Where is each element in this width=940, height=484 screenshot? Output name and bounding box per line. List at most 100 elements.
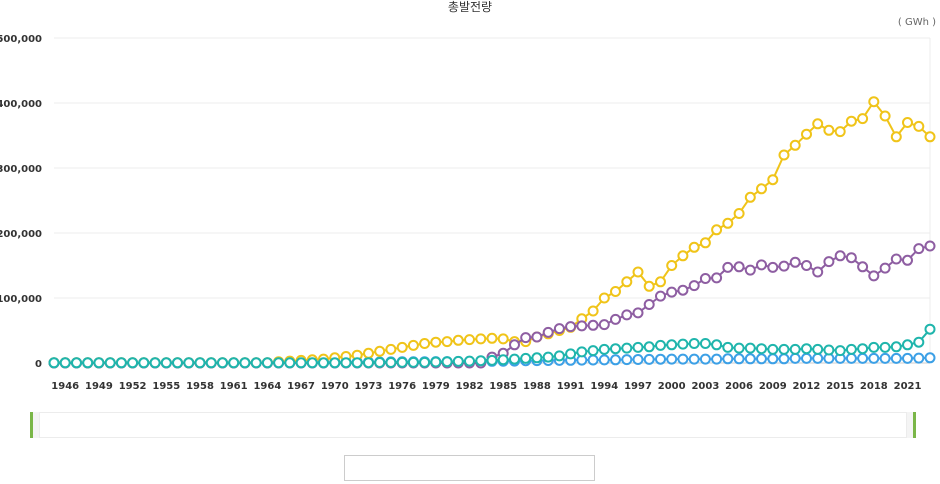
data-point[interactable]: [834, 126, 846, 138]
data-point[interactable]: [396, 356, 408, 368]
data-point[interactable]: [407, 356, 419, 368]
data-point[interactable]: [598, 354, 610, 366]
data-point[interactable]: [756, 183, 767, 195]
data-point[interactable]: [217, 357, 228, 369]
data-point[interactable]: [407, 339, 419, 351]
data-point[interactable]: [464, 355, 475, 367]
data-point[interactable]: [778, 149, 790, 161]
data-point[interactable]: [789, 343, 801, 355]
data-point[interactable]: [655, 290, 666, 302]
data-point[interactable]: [722, 353, 734, 365]
data-point[interactable]: [576, 320, 588, 332]
data-point[interactable]: [789, 139, 801, 151]
data-point[interactable]: [127, 357, 139, 369]
data-point[interactable]: [789, 352, 801, 364]
data-point[interactable]: [621, 342, 633, 354]
data-point[interactable]: [677, 284, 689, 296]
data-point[interactable]: [396, 341, 408, 353]
data-point[interactable]: [632, 341, 644, 353]
data-point[interactable]: [823, 344, 835, 356]
data-point[interactable]: [531, 352, 543, 364]
data-point[interactable]: [363, 347, 374, 359]
data-point[interactable]: [699, 353, 711, 365]
data-point[interactable]: [666, 260, 678, 271]
data-point[interactable]: [902, 339, 913, 351]
data-point[interactable]: [643, 341, 655, 353]
data-point[interactable]: [845, 115, 857, 127]
data-point[interactable]: [688, 338, 700, 349]
data-point[interactable]: [699, 273, 711, 284]
data-point[interactable]: [643, 299, 655, 310]
data-point[interactable]: [598, 319, 610, 331]
data-point[interactable]: [205, 357, 217, 369]
data-point[interactable]: [149, 357, 161, 369]
data-point[interactable]: [430, 356, 442, 368]
data-point[interactable]: [666, 286, 678, 298]
data-point[interactable]: [284, 357, 296, 369]
data-point[interactable]: [48, 357, 60, 369]
range-navigator[interactable]: [30, 412, 916, 438]
data-point[interactable]: [789, 256, 801, 268]
data-point[interactable]: [452, 355, 464, 367]
data-point[interactable]: [160, 357, 172, 369]
data-point[interactable]: [845, 352, 857, 364]
data-point[interactable]: [711, 339, 723, 351]
data-point[interactable]: [812, 118, 824, 130]
data-point[interactable]: [497, 333, 509, 345]
data-point[interactable]: [655, 339, 666, 351]
data-point[interactable]: [834, 250, 846, 262]
data-point[interactable]: [902, 117, 913, 128]
data-point[interactable]: [475, 333, 487, 345]
data-point[interactable]: [756, 259, 767, 271]
data-point[interactable]: [610, 286, 621, 297]
data-point[interactable]: [857, 352, 869, 364]
data-point[interactable]: [172, 357, 183, 369]
data-point[interactable]: [801, 260, 812, 271]
data-point[interactable]: [733, 208, 745, 219]
data-point[interactable]: [104, 357, 116, 369]
data-point[interactable]: [610, 354, 621, 366]
data-point[interactable]: [857, 261, 869, 273]
data-point[interactable]: [553, 323, 565, 335]
data-point[interactable]: [801, 343, 812, 355]
data-point[interactable]: [756, 353, 767, 365]
data-point[interactable]: [228, 357, 240, 369]
data-point[interactable]: [666, 339, 678, 351]
data-point[interactable]: [452, 334, 464, 346]
data-point[interactable]: [93, 357, 105, 369]
data-point[interactable]: [845, 343, 857, 355]
data-point[interactable]: [778, 260, 790, 272]
data-point[interactable]: [621, 276, 633, 288]
data-point[interactable]: [711, 272, 723, 284]
data-point[interactable]: [59, 357, 71, 369]
data-point[interactable]: [363, 357, 374, 369]
data-point[interactable]: [711, 353, 723, 365]
data-point[interactable]: [374, 357, 386, 368]
data-point[interactable]: [419, 356, 431, 368]
data-point[interactable]: [767, 174, 779, 186]
data-point[interactable]: [351, 357, 363, 369]
data-point[interactable]: [632, 354, 644, 365]
data-point[interactable]: [655, 276, 666, 288]
data-point[interactable]: [778, 343, 790, 355]
data-point[interactable]: [621, 309, 633, 321]
data-point[interactable]: [722, 217, 734, 229]
data-point[interactable]: [71, 357, 82, 369]
data-point[interactable]: [677, 353, 689, 365]
data-point[interactable]: [890, 352, 902, 364]
data-point[interactable]: [115, 357, 127, 369]
data-point[interactable]: [778, 353, 790, 365]
data-point[interactable]: [531, 331, 543, 343]
data-point[interactable]: [643, 353, 655, 365]
data-point[interactable]: [441, 336, 453, 348]
data-point[interactable]: [733, 353, 745, 365]
data-point[interactable]: [902, 352, 913, 364]
data-point[interactable]: [756, 343, 767, 355]
data-point[interactable]: [879, 352, 891, 364]
data-point[interactable]: [733, 261, 745, 273]
data-point[interactable]: [722, 261, 734, 273]
data-point[interactable]: [834, 345, 846, 357]
data-point[interactable]: [744, 264, 756, 276]
data-point[interactable]: [699, 237, 711, 249]
data-point[interactable]: [913, 120, 925, 132]
